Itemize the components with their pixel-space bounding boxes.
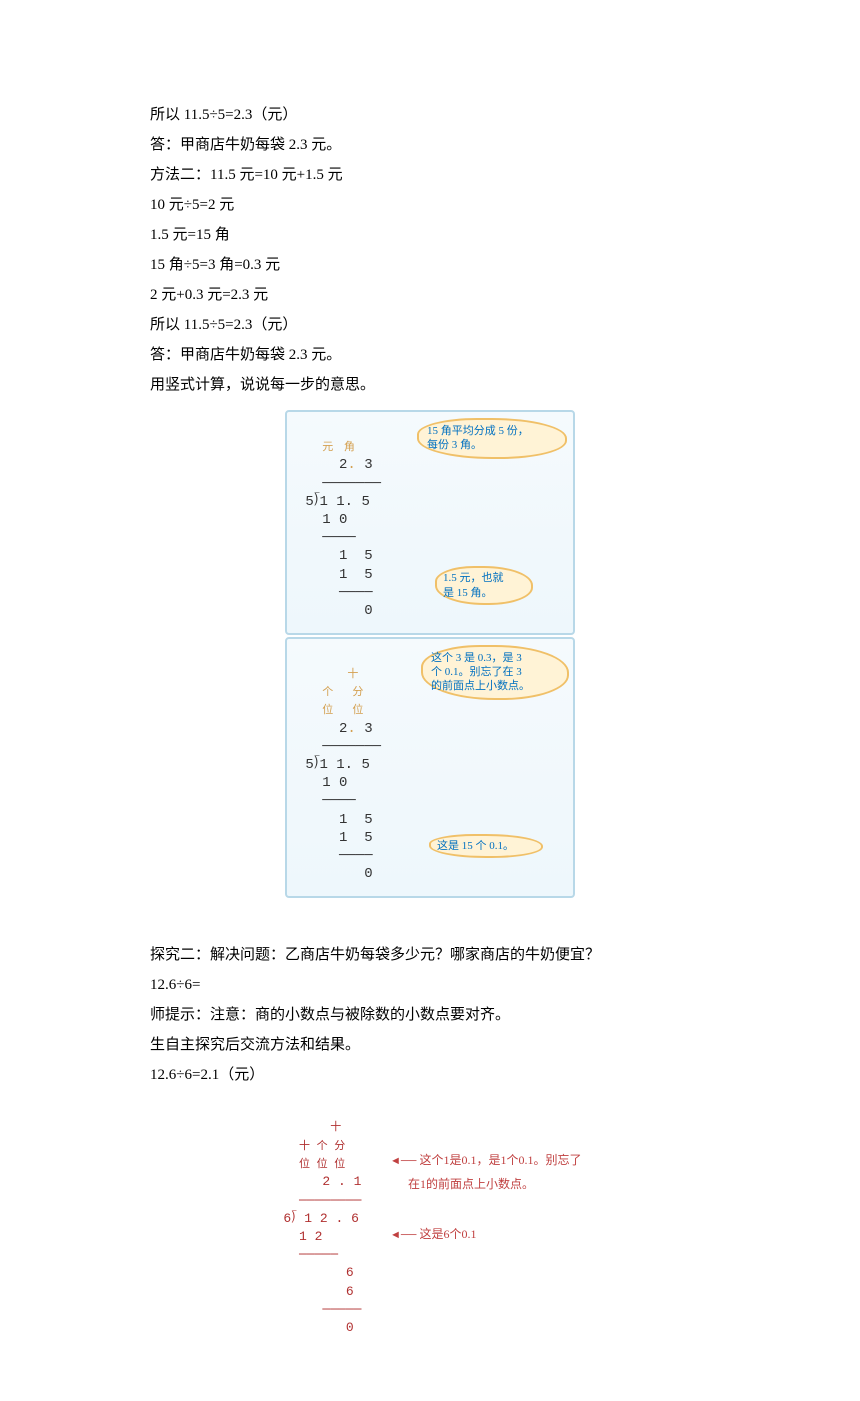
long-division-3: 十 十 个 分 位 位 位 2 . 1 ──────── 6⟌ 1 2 . 6 … [260, 1100, 361, 1337]
long-division-2: 十 个 分 位 位 2. 3 ─────── 5⟌1 1. 5 1 0 ────… [297, 647, 381, 883]
speech-bubble: 这个 3 是 0.3，是 3 个 0.1。别忘了在 3 的前面点上小数点。 [421, 645, 569, 700]
figure-1-container: 元 角 2. 3 ─────── 5⟌1 1. 5 1 0 ──── 1 5 1… [150, 410, 710, 900]
text-line: 15 角÷5=3 角=0.3 元 [150, 250, 710, 280]
annotation-arrow-2: ◄── 这是6个0.1 [390, 1222, 477, 1246]
document-page: 所以 11.5÷5=2.3（元） 答：甲商店牛奶每袋 2.3 元。 方法二：11… [0, 0, 860, 1401]
speech-bubble: 15 角平均分成 5 份， 每份 3 角。 [417, 418, 567, 459]
text-line: 生自主探究后交流方法和结果。 [150, 1030, 710, 1060]
text-line: 方法二：11.5 元=10 元+1.5 元 [150, 160, 710, 190]
text-line: 用竖式计算，说说每一步的意思。 [150, 370, 710, 400]
text-line: 1.5 元=15 角 [150, 220, 710, 250]
text-line: 答：甲商店牛奶每袋 2.3 元。 [150, 340, 710, 370]
annotation-arrow-1: ◄── 这个1是0.1，是1个0.1。别忘了 在1的前面点上小数点。 [390, 1148, 582, 1196]
text-line: 所以 11.5÷5=2.3（元） [150, 100, 710, 130]
text-line: 师提示：注意：商的小数点与被除数的小数点要对齐。 [150, 1000, 710, 1030]
text-line: 答：甲商店牛奶每袋 2.3 元。 [150, 130, 710, 160]
text-line: 2 元+0.3 元=2.3 元 [150, 280, 710, 310]
text-line: 所以 11.5÷5=2.3（元） [150, 310, 710, 340]
speech-bubble: 这是 15 个 0.1。 [429, 834, 543, 858]
text-line: 探究二：解决问题：乙商店牛奶每袋多少元？哪家商店的牛奶便宜？ [150, 940, 710, 970]
speech-bubble: 1.5 元，也就 是 15 角。 [435, 566, 533, 605]
figure-panel-2: 十 个 分 位 位 2. 3 ─────── 5⟌1 1. 5 1 0 ────… [285, 637, 575, 898]
long-division-1: 元 角 2. 3 ─────── 5⟌1 1. 5 1 0 ──── 1 5 1… [297, 420, 381, 620]
figure-panel-1: 元 角 2. 3 ─────── 5⟌1 1. 5 1 0 ──── 1 5 1… [285, 410, 575, 635]
text-line: 12.6÷6=2.1（元） [150, 1060, 710, 1090]
text-line: 10 元÷5=2 元 [150, 190, 710, 220]
figure-3-container: 十 十 个 分 位 位 位 2 . 1 ──────── 6⟌ 1 2 . 6 … [150, 1100, 710, 1342]
text-line: 12.6÷6= [150, 970, 710, 1000]
